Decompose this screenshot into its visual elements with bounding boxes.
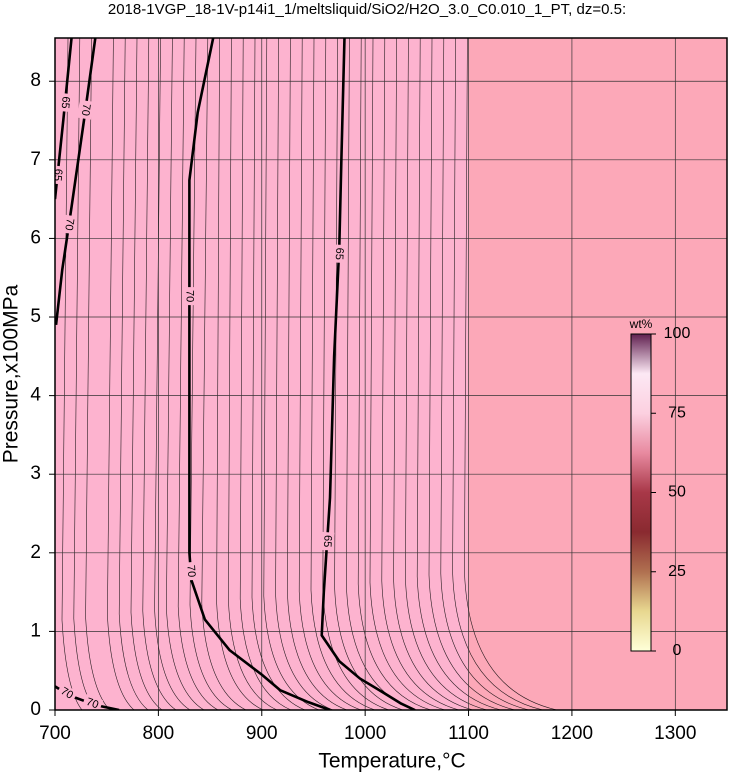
colorbar-tick-label: 25 — [668, 563, 686, 580]
y-tick-label: 7 — [30, 149, 41, 170]
thin-contour — [228, 38, 278, 710]
thin-contour — [142, 38, 177, 710]
thin-contour — [393, 38, 474, 710]
contour-line — [188, 38, 331, 710]
colorbar — [630, 333, 652, 652]
y-tick-label: 1 — [30, 620, 41, 641]
thin-contour — [85, 38, 111, 710]
thin-contour — [263, 38, 320, 710]
colorbar-tick-label: 75 — [668, 404, 686, 421]
x-tick-label: 1200 — [551, 723, 593, 744]
y-tick-label: 2 — [30, 542, 41, 563]
contour-label: 70 — [85, 696, 101, 711]
thin-contour — [177, 38, 219, 710]
thin-contour — [310, 38, 376, 710]
colorbar-tick-label: 50 — [668, 484, 686, 501]
contour-label: 65 — [333, 247, 346, 260]
axes: 700 800 900 1000 1100 1200 1300012345678025507… — [30, 37, 728, 744]
contour-line — [55, 38, 97, 326]
thin-contour — [298, 38, 362, 710]
plot-area: 70 70 65 65 65 65 70 70 70 70 — [51, 38, 727, 711]
thin-contour — [287, 38, 348, 710]
contour-label: 70 — [79, 103, 93, 117]
contour-label: 65 — [51, 168, 64, 181]
y-tick-label: 0 — [30, 699, 41, 720]
thin-contour — [452, 38, 544, 710]
contour-label: 65 — [321, 535, 334, 548]
contour-label: 70 — [62, 217, 76, 231]
y-tick-label: 4 — [30, 385, 41, 406]
x-tick-label: 700 — [39, 723, 71, 744]
x-axis-label: Temperature,°C — [318, 750, 465, 773]
thin-contour — [334, 38, 404, 710]
thin-contour — [440, 38, 530, 710]
y-tick-label: 3 — [30, 463, 41, 484]
contour-label-box — [57, 92, 73, 113]
contour-label: 70 — [58, 685, 75, 702]
chart-title: 2018-1VGP_18-1V-p14i1_1/meltsliquid/SiO2… — [108, 1, 626, 18]
y-axis-label: Pressure,x100MPa — [0, 284, 23, 463]
colorbar-tick-label: 0 — [673, 642, 682, 659]
contour-label-box — [60, 214, 78, 235]
thin-contour — [381, 38, 460, 710]
contour-label: 70 — [184, 565, 197, 578]
thin-contour — [357, 38, 432, 710]
contour-label-box — [319, 531, 335, 551]
thin-contour — [107, 38, 135, 710]
contour-label-box — [183, 561, 199, 581]
y-tick-label: 6 — [30, 227, 41, 248]
contour-label-box — [182, 287, 197, 306]
thin-contour — [428, 38, 516, 710]
thin-contour — [464, 38, 558, 710]
x-tick-label: 1300 — [654, 723, 696, 744]
x-tick-label: 1100 — [448, 723, 489, 744]
contour-label-box — [331, 244, 347, 264]
thin-contour — [275, 38, 334, 710]
thin-contour — [189, 38, 233, 710]
x-tick-label: 900 — [246, 723, 278, 744]
colorbar-label: wt% — [629, 317, 653, 331]
thin-contour — [369, 38, 446, 710]
thin-contour — [61, 38, 83, 710]
colorbar-tick-label: 100 — [664, 325, 691, 342]
thin-contour — [118, 38, 149, 710]
contour-label-box — [55, 682, 79, 705]
contour-label-box — [81, 694, 104, 710]
contour-label: 70 — [183, 290, 195, 302]
thin-contour — [154, 38, 191, 710]
contour-label-box — [77, 99, 94, 120]
thin-contour — [130, 38, 163, 710]
thin-contour — [166, 38, 205, 710]
y-tick-label: 8 — [30, 70, 41, 91]
plot-frame — [54, 37, 728, 711]
y-tick-label: 5 — [30, 306, 41, 327]
thin-contour — [251, 38, 306, 710]
thin-contour — [416, 38, 502, 710]
thin-contour — [405, 38, 488, 710]
x-tick-label: 800 — [143, 723, 175, 744]
contour-label-box — [55, 165, 66, 185]
thin-contour — [216, 38, 264, 710]
x-tick-label: 1000 — [344, 723, 386, 744]
contour-label: 65 — [59, 96, 72, 109]
contour-line — [320, 38, 416, 710]
